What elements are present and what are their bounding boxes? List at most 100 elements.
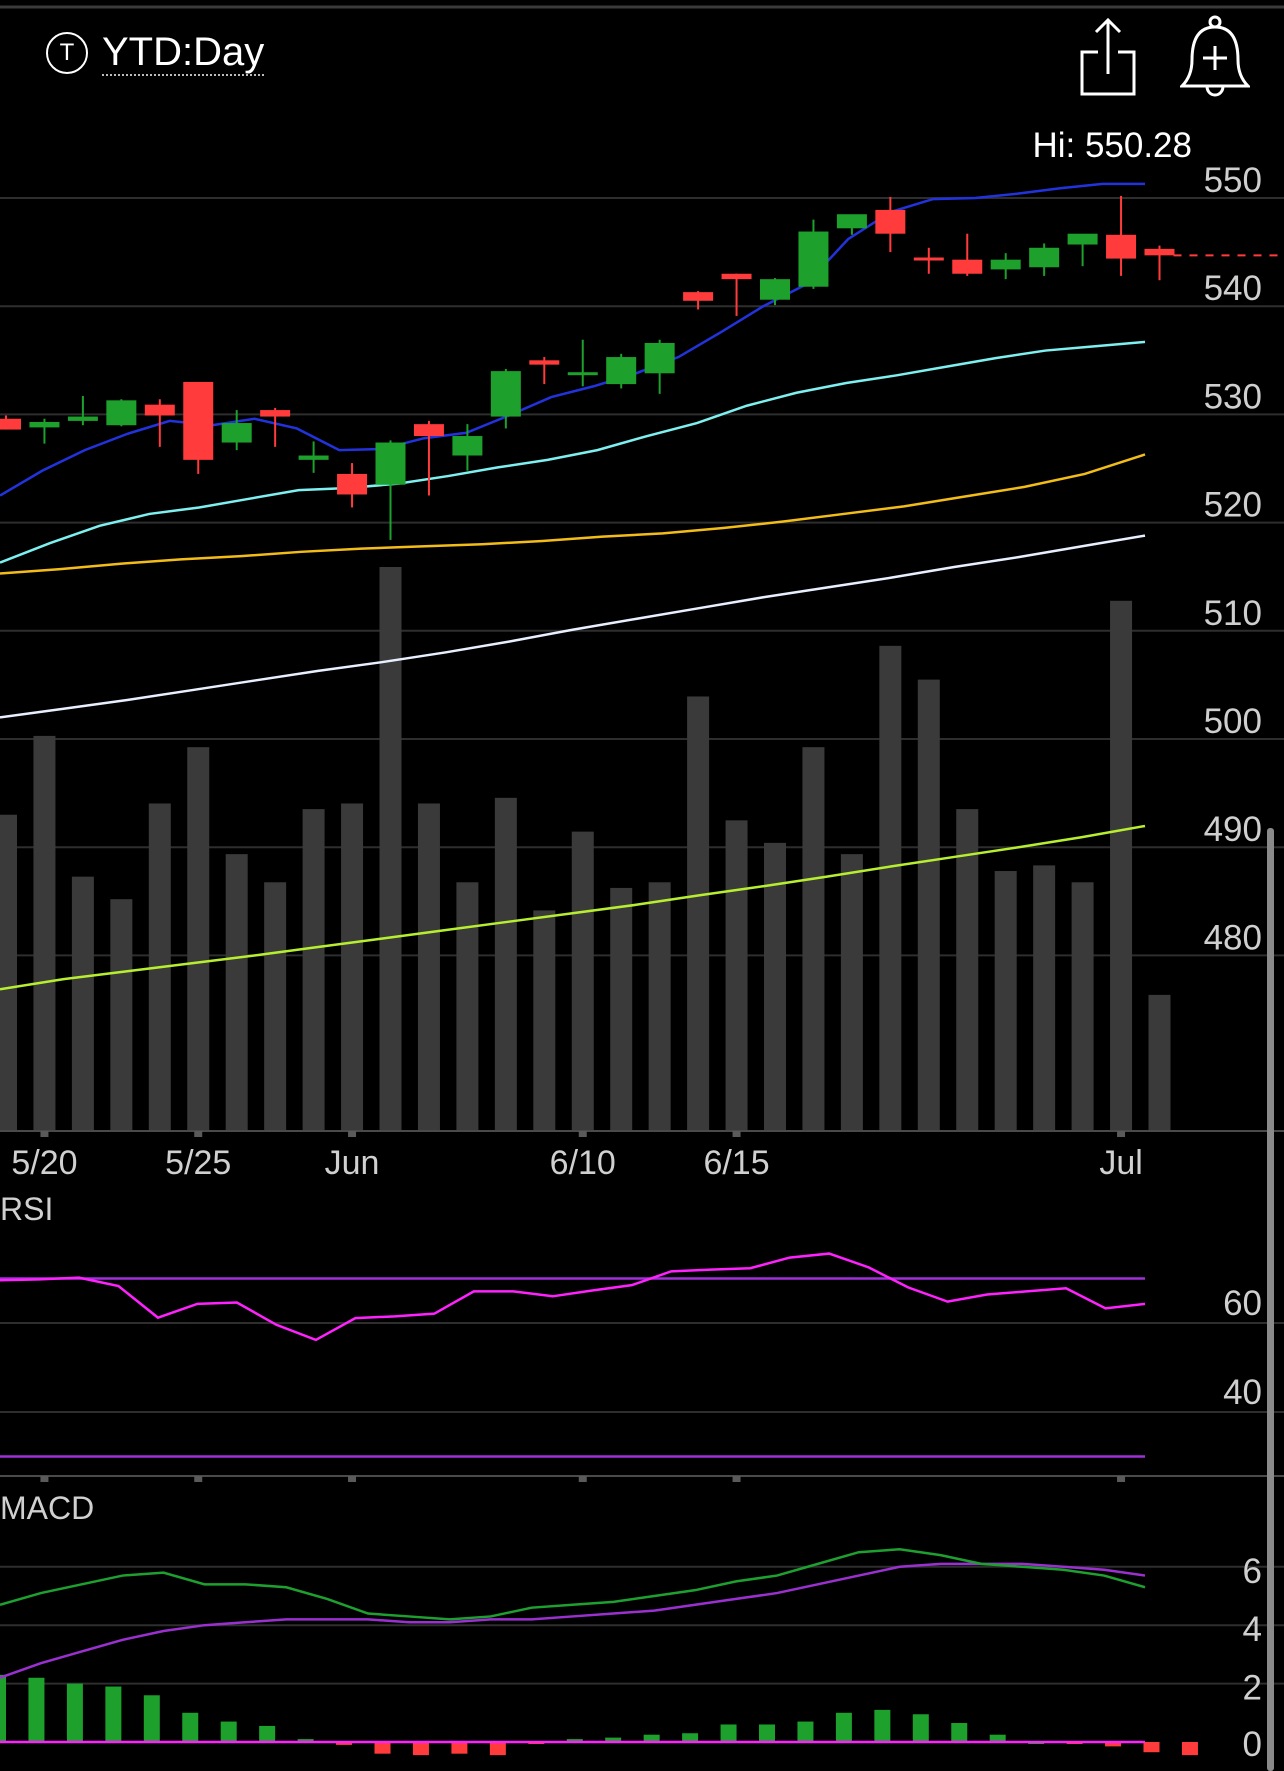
rsi-x-tick-mark <box>732 1476 741 1482</box>
t-circle-icon[interactable]: T <box>46 32 88 74</box>
candle <box>836 214 867 235</box>
timeframe-selector[interactable]: YTD:Day <box>102 30 265 76</box>
candle <box>798 219 829 289</box>
candle <box>375 440 406 540</box>
macd-histogram-bar <box>912 1714 929 1742</box>
macd-histogram-bar <box>412 1742 429 1756</box>
candle <box>0 415 21 430</box>
candle <box>1029 243 1060 276</box>
candle <box>413 420 444 496</box>
candle <box>913 247 944 274</box>
macd-histogram-bar <box>489 1742 506 1756</box>
volume-bar <box>187 747 210 1130</box>
macd-y-tick-label: 6 <box>1243 1552 1262 1591</box>
candle-body <box>913 257 944 261</box>
candle-body <box>29 421 60 428</box>
volume-bar <box>1148 994 1171 1130</box>
candle <box>452 424 483 471</box>
x-tick-label: 6/15 <box>703 1144 769 1182</box>
candle-body <box>106 400 137 426</box>
rsi-x-tick-mark <box>1117 1476 1126 1482</box>
scrollbar-thumb[interactable] <box>1267 828 1274 1771</box>
volume-bar <box>1033 865 1056 1130</box>
candle-body <box>298 455 329 460</box>
macd-histogram-bar <box>336 1742 353 1745</box>
volume-bar <box>1110 600 1133 1130</box>
candle <box>490 368 521 429</box>
x-tick-mark <box>1117 1131 1126 1137</box>
candle <box>221 410 252 451</box>
candle-body <box>567 372 598 376</box>
volume-bar <box>648 882 671 1130</box>
macd-histogram-bar <box>182 1712 199 1742</box>
macd-histogram-bar <box>143 1695 160 1742</box>
candle-body <box>760 279 790 300</box>
price-y-tick-label: 540 <box>1204 269 1262 308</box>
macd-line <box>0 1548 1146 1621</box>
price-pane <box>0 182 1284 1137</box>
volume-bar <box>71 876 94 1130</box>
macd-histogram-bar <box>259 1725 276 1742</box>
volume-bar <box>802 747 825 1130</box>
macd-histogram-bar <box>835 1712 852 1742</box>
macd-histogram-bar <box>1105 1742 1122 1747</box>
volume-bar <box>956 809 979 1130</box>
candle <box>298 441 329 473</box>
chart-header[interactable]: T YTD:Day <box>46 30 265 76</box>
candle <box>721 273 752 316</box>
x-tick-mark <box>578 1131 587 1137</box>
rsi-y-tick-label: 60 <box>1223 1284 1262 1323</box>
candle <box>67 396 98 426</box>
macd-histogram-bar <box>374 1742 391 1754</box>
macd-histogram-bar <box>66 1683 83 1742</box>
volume-bar <box>879 645 902 1130</box>
macd-histogram-bar <box>297 1739 314 1742</box>
volume-bar <box>994 871 1017 1130</box>
macd-histogram-bar <box>951 1723 968 1742</box>
share-icon[interactable] <box>1078 16 1138 96</box>
price-y-tick-label: 510 <box>1204 594 1262 633</box>
macd-y-tick-label: 0 <box>1243 1725 1262 1764</box>
macd-histogram-bar <box>1181 1742 1198 1756</box>
candle <box>990 253 1021 280</box>
candle-body <box>413 424 444 437</box>
volume-bar <box>225 854 248 1130</box>
rsi-title: RSI <box>0 1191 53 1227</box>
candle-body <box>875 209 906 234</box>
rsi-line <box>0 1252 1146 1342</box>
volume-bar <box>110 899 133 1130</box>
macd-y-tick-label: 4 <box>1243 1610 1262 1649</box>
candle <box>606 353 637 389</box>
volume-average-line <box>0 824 1146 991</box>
macd-histogram-bar <box>1143 1742 1160 1753</box>
macd-histogram-bar <box>105 1686 122 1742</box>
macd-histogram-bar <box>566 1739 583 1742</box>
candle <box>144 399 175 447</box>
x-tick-label: Jul <box>1099 1144 1142 1182</box>
rsi-x-tick-mark <box>40 1476 49 1482</box>
macd-histogram-bar <box>759 1724 775 1742</box>
macd-histogram-bar <box>989 1734 1006 1742</box>
candle-body <box>144 404 175 416</box>
candle <box>337 463 368 508</box>
candle-body <box>337 473 368 495</box>
volume-bar <box>456 882 479 1130</box>
price-y-tick-label: 490 <box>1204 810 1262 849</box>
macd-histogram-bar <box>643 1734 660 1742</box>
candle-body <box>952 259 983 274</box>
price-y-tick-label: 550 <box>1204 161 1262 200</box>
candle-body <box>490 371 521 417</box>
candle-body <box>1106 234 1137 259</box>
x-tick-label: 6/10 <box>550 1144 616 1182</box>
moving-average-mid <box>0 340 1146 564</box>
bell-plus-icon[interactable] <box>1178 14 1252 98</box>
macd-y-tick-label: 2 <box>1243 1669 1262 1708</box>
candle-body <box>452 436 483 456</box>
candle <box>567 339 598 387</box>
macd-histogram-bar <box>220 1721 237 1742</box>
candle <box>1067 233 1098 267</box>
candle <box>1144 245 1175 281</box>
volume-bar <box>264 882 287 1130</box>
moving-average-slow <box>0 453 1146 575</box>
